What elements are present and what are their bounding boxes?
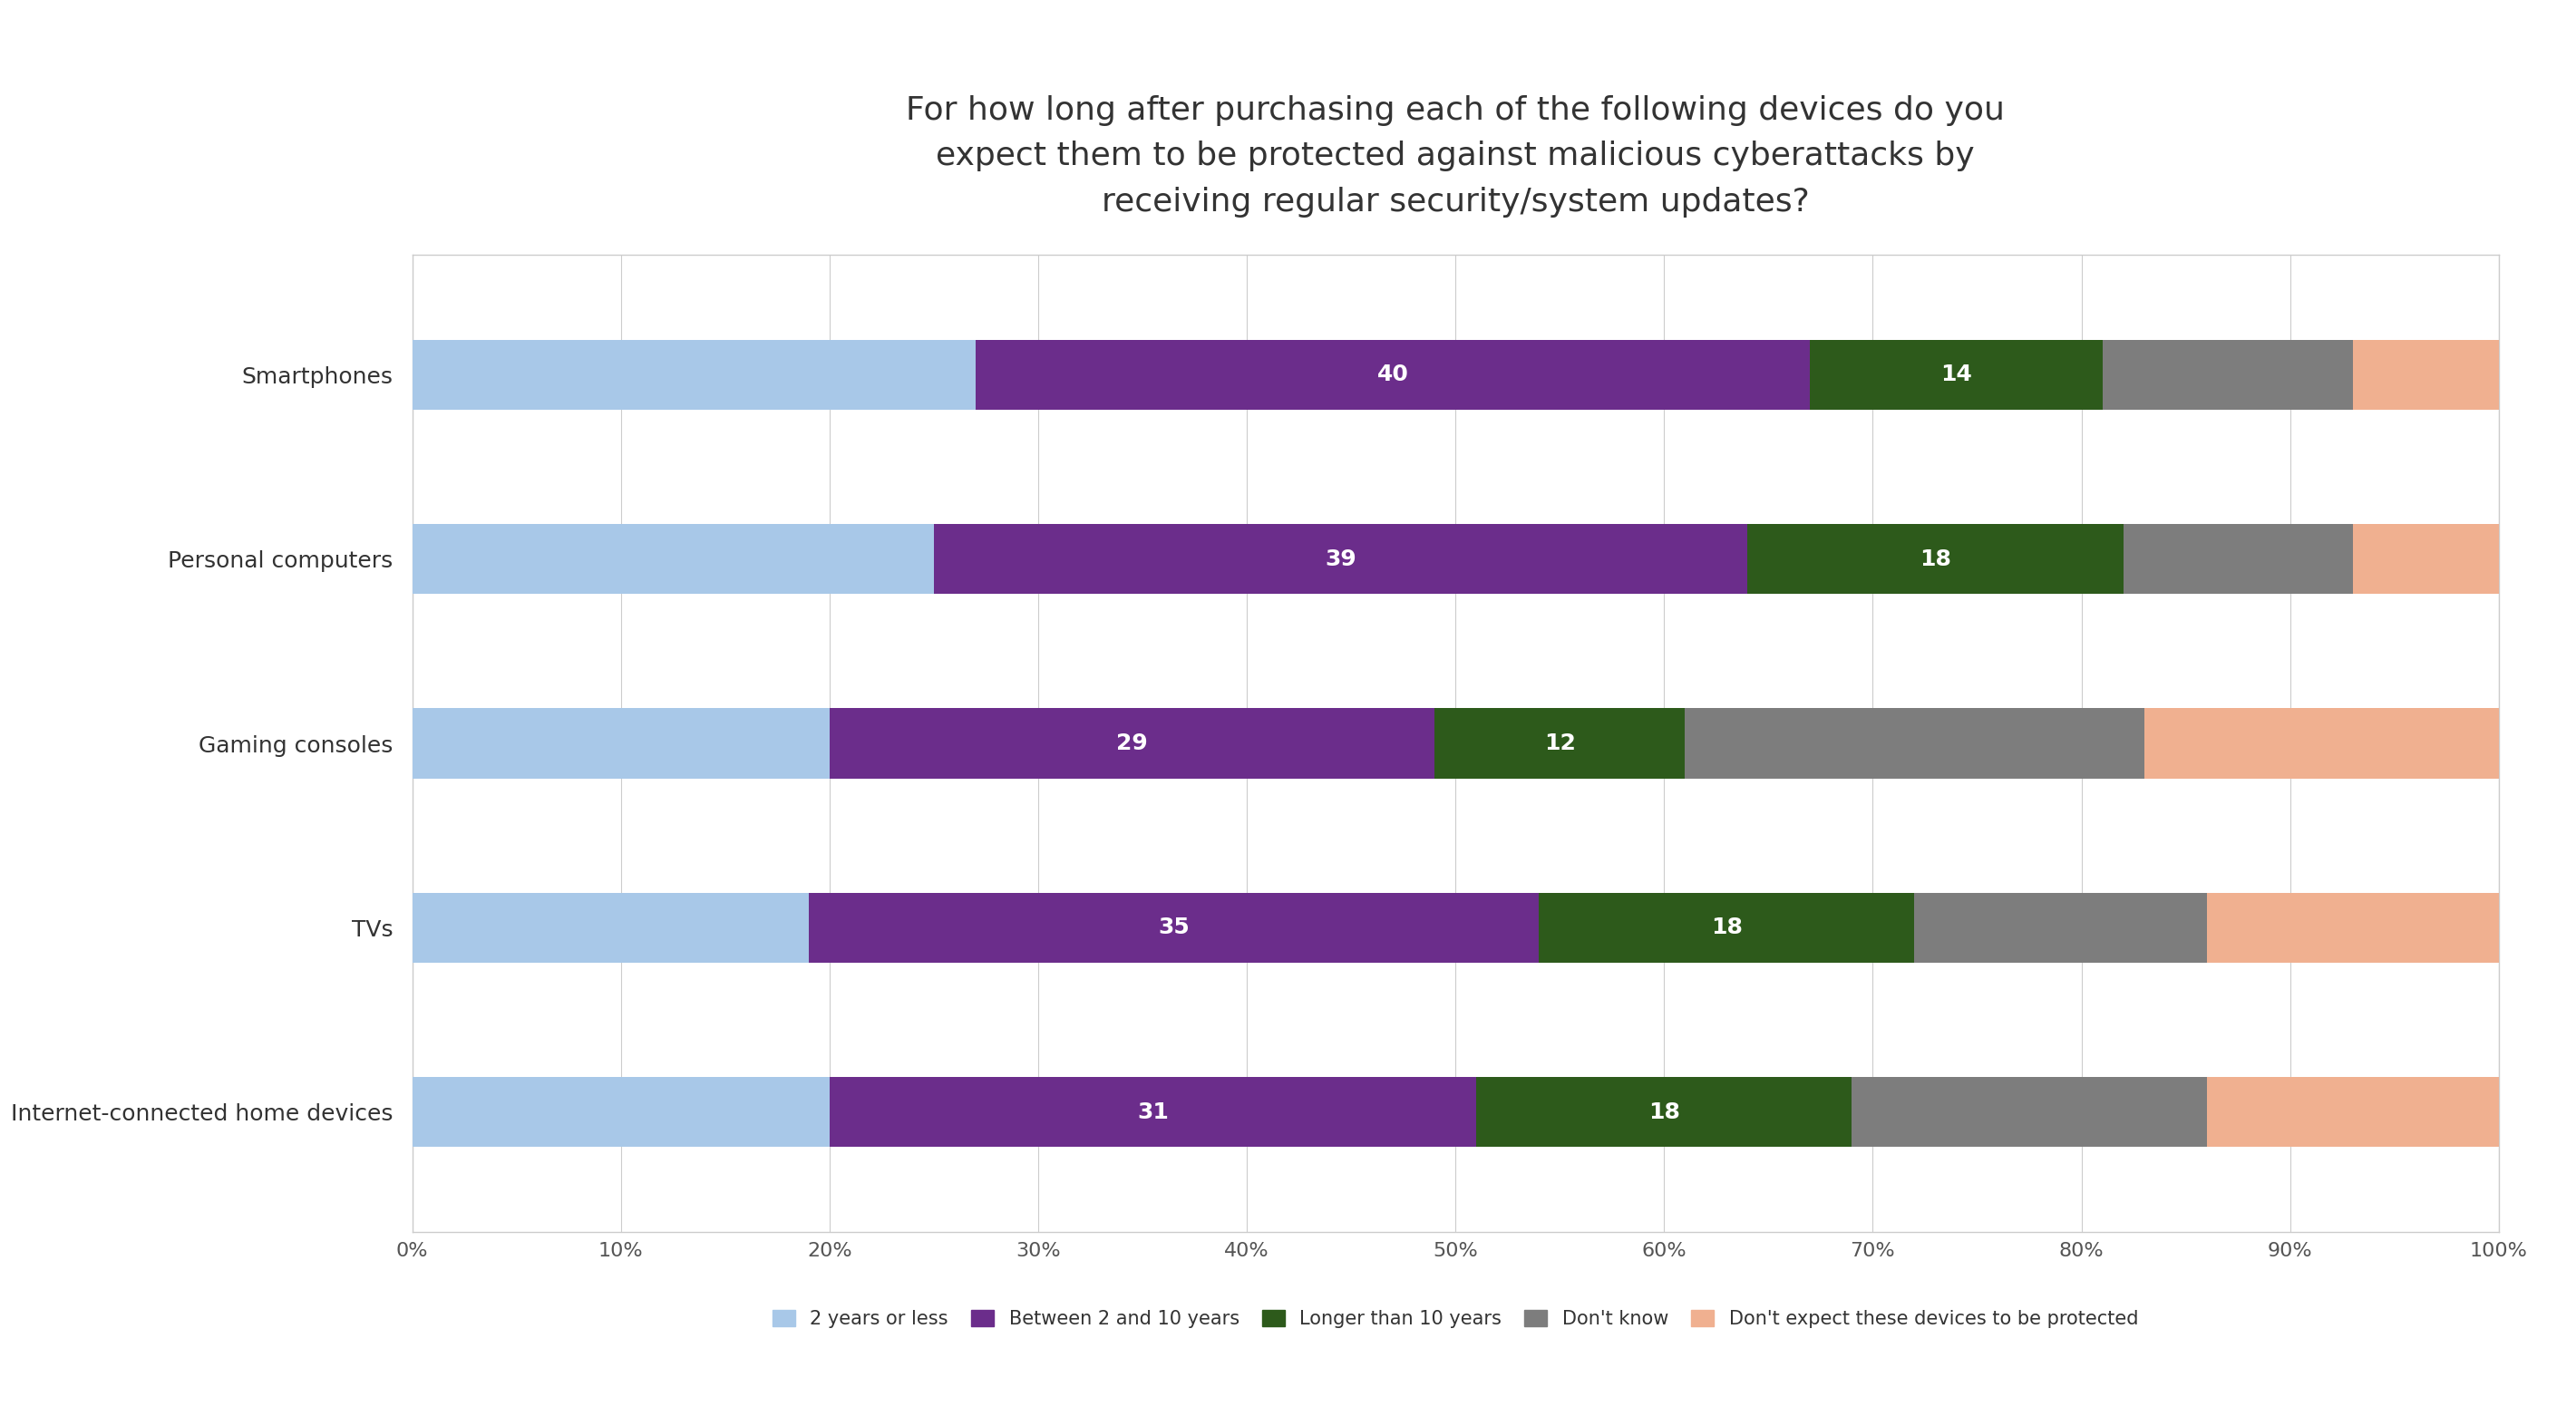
Legend: 2 years or less, Between 2 and 10 years, Longer than 10 years, Don't know, Don't: 2 years or less, Between 2 and 10 years,… xyxy=(773,1310,2138,1328)
Bar xyxy=(2143,708,2499,779)
Bar xyxy=(1914,892,2208,963)
Text: 29: 29 xyxy=(1115,732,1149,755)
Bar xyxy=(2352,340,2499,409)
Text: 40: 40 xyxy=(1378,364,1409,385)
Bar xyxy=(412,892,809,963)
Bar xyxy=(1852,1078,2208,1147)
Bar xyxy=(2352,524,2499,595)
Text: 31: 31 xyxy=(1136,1102,1170,1123)
Bar xyxy=(1538,892,1914,963)
Bar xyxy=(412,524,933,595)
Bar xyxy=(1685,708,2143,779)
Bar xyxy=(976,340,1811,409)
Bar xyxy=(412,1078,829,1147)
Text: 14: 14 xyxy=(1940,364,1973,385)
Text: 35: 35 xyxy=(1159,918,1190,939)
Bar xyxy=(412,340,976,409)
Bar xyxy=(2208,1078,2499,1147)
Title: For how long after purchasing each of the following devices do you
expect them t: For how long after purchasing each of th… xyxy=(907,95,2004,217)
Text: 18: 18 xyxy=(1919,548,1950,569)
Bar xyxy=(1747,524,2123,595)
Bar xyxy=(1811,340,2102,409)
Text: 12: 12 xyxy=(1543,732,1577,755)
Bar xyxy=(412,708,829,779)
Bar xyxy=(933,524,1747,595)
Bar xyxy=(1476,1078,1852,1147)
Bar xyxy=(2102,340,2352,409)
Text: 18: 18 xyxy=(1649,1102,1680,1123)
Bar xyxy=(2123,524,2352,595)
Bar xyxy=(809,892,1538,963)
Bar xyxy=(829,708,1435,779)
Bar xyxy=(829,1078,1476,1147)
Text: 39: 39 xyxy=(1324,548,1358,569)
Text: 18: 18 xyxy=(1710,918,1741,939)
Bar xyxy=(1435,708,1685,779)
Bar xyxy=(2208,892,2499,963)
